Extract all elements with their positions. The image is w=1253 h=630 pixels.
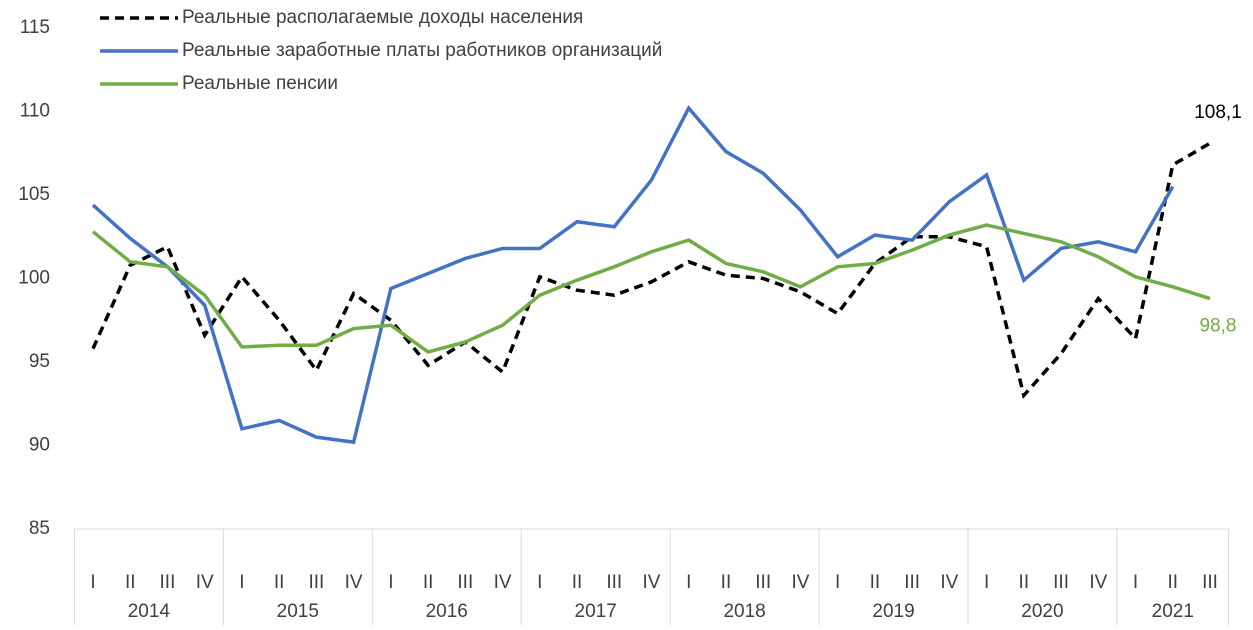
x-tick-label: II [274, 572, 285, 593]
x-tick-label: III [904, 572, 920, 593]
legend-label: Реальные пенсии [182, 73, 338, 94]
legend-label: Реальные заработные платы работников орг… [182, 40, 662, 61]
y-tick-label: 100 [18, 268, 50, 289]
x-tick-label: III [457, 572, 473, 593]
x-group-label: 2017 [575, 601, 617, 622]
x-tick-label: I [388, 572, 393, 593]
x-tick-label: III [755, 572, 771, 593]
y-tick-label: 115 [20, 17, 50, 38]
x-tick-label: I [686, 572, 691, 593]
x-group-label: 2018 [723, 601, 765, 622]
x-tick-label: I [984, 572, 989, 593]
y-tick-label: 95 [29, 351, 50, 372]
x-group-label: 2016 [426, 601, 468, 622]
x-tick-label: II [1167, 572, 1178, 593]
x-group-label: 2020 [1021, 601, 1063, 622]
x-tick-label: IV [196, 572, 214, 593]
x-tick-label: IV [791, 572, 809, 593]
x-tick-label: I [90, 572, 95, 593]
x-tick-label: III [606, 572, 622, 593]
legend-label: Реальные располагаемые доходы населения [182, 7, 583, 28]
y-tick-label: 85 [29, 518, 50, 539]
x-tick-label: II [870, 572, 881, 593]
x-tick-label: II [1019, 572, 1030, 593]
x-tick-label: I [1133, 572, 1138, 593]
x-tick-label: IV [494, 572, 512, 593]
x-tick-label: II [721, 572, 732, 593]
x-group-label: 2014 [128, 601, 171, 622]
x-tick-label: I [835, 572, 840, 593]
series-line [91, 105, 1175, 445]
x-tick-label: III [308, 572, 324, 593]
value-label: 108,1 [1194, 102, 1242, 123]
y-tick-label: 110 [20, 101, 50, 122]
x-tick-label: I [239, 572, 244, 593]
series-line [91, 223, 1211, 354]
x-group-label: 2019 [872, 601, 914, 622]
y-tick-label: 90 [29, 435, 50, 456]
value-label: 98,8 [1200, 316, 1237, 337]
x-tick-label: II [423, 572, 434, 593]
x-tick-label: III [1202, 572, 1218, 593]
series-line [91, 141, 1211, 400]
x-tick-label: IV [643, 572, 661, 593]
x-tick-label: II [572, 572, 583, 593]
x-tick-label: IV [940, 572, 958, 593]
x-group-label: 2021 [1152, 601, 1194, 622]
y-tick-label: 105 [18, 184, 50, 205]
x-tick-label: II [125, 572, 136, 593]
x-tick-label: I [537, 572, 542, 593]
x-tick-label: IV [1089, 572, 1107, 593]
x-tick-label: IV [345, 572, 363, 593]
x-group-label: 2015 [277, 601, 319, 622]
x-tick-label: III [160, 572, 176, 593]
x-tick-label: III [1053, 572, 1069, 593]
